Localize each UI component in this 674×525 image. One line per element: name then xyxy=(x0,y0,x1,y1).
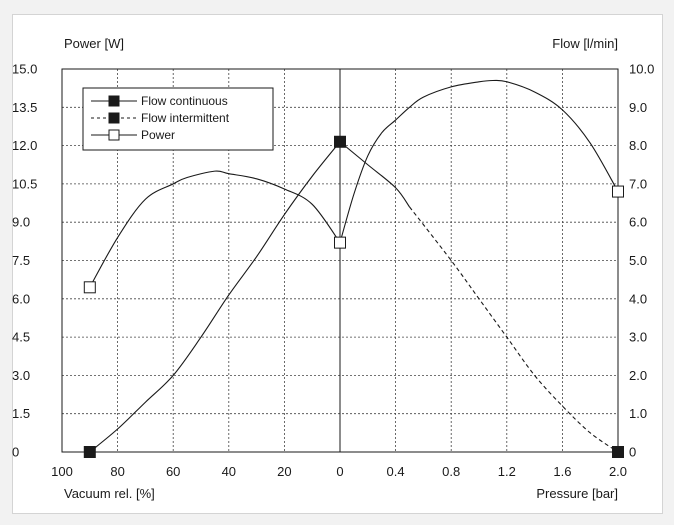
y-right-tick-label: 0 xyxy=(629,445,636,460)
x-tick-label: 1.2 xyxy=(498,464,516,479)
marker-power xyxy=(334,236,346,249)
y-left-tick-label: 13.5 xyxy=(12,100,37,115)
x-tick-label: 100 xyxy=(51,464,73,479)
axes: 0 1.5 3.0 4.5 6.0 7.5 9.0 10.5 12.0 13.5 15.0 0 1.0 2… xyxy=(12,62,654,480)
y-left-tick-label: 0 xyxy=(12,445,19,460)
series-line-power xyxy=(339,79,619,243)
y-right-tick-label: 8.0 xyxy=(629,138,647,153)
y-left-tick-label: 3.0 xyxy=(12,368,30,383)
marker-power xyxy=(612,185,624,198)
y-left-tick-label: 6.0 xyxy=(12,291,30,306)
legend-label-power: Power xyxy=(141,128,175,142)
y-left-tick-label: 9.0 xyxy=(12,215,30,230)
legend-marker-flow-continuous xyxy=(108,95,120,107)
series-line-flow-continuous xyxy=(339,141,410,208)
y-right-tick-label: 6.0 xyxy=(629,215,647,230)
y-left-tick-label: 1.5 xyxy=(12,406,30,421)
x-left-axis-label: Vacuum rel. [%] xyxy=(64,486,155,501)
series-line-power xyxy=(89,170,341,288)
y-left-axis-label: Power [W] xyxy=(64,36,124,51)
marker-flow-continuous xyxy=(83,446,96,458)
series-line-flow-intermittent xyxy=(409,206,619,453)
y-left-tick-label: 7.5 xyxy=(12,253,30,268)
y-left-tick-label: 12.0 xyxy=(12,138,37,153)
y-right-axis-label: Flow [l/min] xyxy=(552,36,618,51)
y-right-tick-label: 7.0 xyxy=(629,176,647,191)
y-left-tick-label: 4.5 xyxy=(12,330,30,345)
y-right-tick-label: 5.0 xyxy=(629,253,647,268)
y-left-tick-label: 15.0 xyxy=(12,62,37,77)
x-tick-label: 80 xyxy=(110,464,124,479)
x-tick-label: 60 xyxy=(166,464,180,479)
marker-flow-intermittent xyxy=(612,446,624,458)
x-right-axis-label: Pressure [bar] xyxy=(536,486,618,501)
y-right-tick-label: 4.0 xyxy=(629,291,647,306)
marker-power xyxy=(83,281,96,294)
legend-label-flow-continuous: Flow continuous xyxy=(141,94,228,108)
legend: Flow continuous Flow intermittent Power xyxy=(82,87,274,151)
x-tick-label: 0.4 xyxy=(387,464,405,479)
marker-flow-continuous xyxy=(334,135,346,148)
legend-marker-power xyxy=(108,129,120,141)
x-tick-label: 1.6 xyxy=(553,464,571,479)
x-tick-label: 20 xyxy=(277,464,291,479)
x-tick-label: 0.8 xyxy=(442,464,460,479)
y-right-tick-label: 2.0 xyxy=(629,368,647,383)
series-line-flow-continuous xyxy=(89,141,341,453)
x-tick-label: 2.0 xyxy=(609,464,627,479)
y-left-tick-label: 10.5 xyxy=(12,176,37,191)
x-tick-label: 40 xyxy=(222,464,236,479)
series xyxy=(83,79,624,458)
y-right-tick-label: 10.0 xyxy=(629,62,654,77)
y-right-tick-label: 9.0 xyxy=(629,100,647,115)
legend-label-flow-intermittent: Flow intermittent xyxy=(141,111,230,125)
y-right-tick-label: 1.0 xyxy=(629,406,647,421)
x-tick-label: 0 xyxy=(336,464,343,479)
legend-marker-flow-intermittent xyxy=(108,112,120,124)
y-right-tick-label: 3.0 xyxy=(629,330,647,345)
